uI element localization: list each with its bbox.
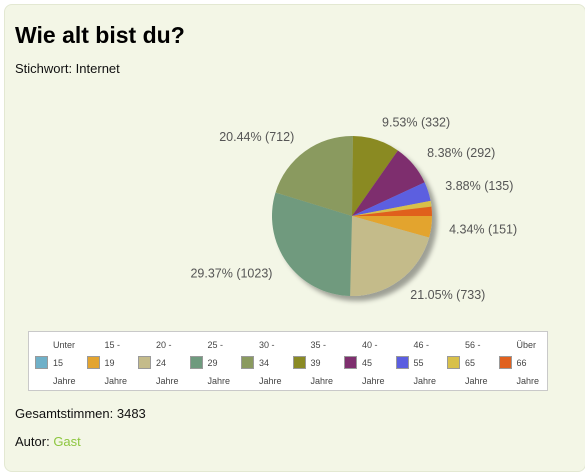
legend-range-end: 15 (53, 358, 64, 368)
legend-range-end: 34 (259, 358, 270, 368)
pie-slice-1 (350, 216, 430, 296)
legend-range-end: 55 (413, 358, 424, 368)
legend-range-end: 39 (310, 358, 321, 368)
legend-unit: Jahre (207, 376, 231, 386)
legend-item: 15 - 19 Jahre (83, 332, 135, 390)
legend-range-start: Über (516, 340, 537, 350)
pie-slice-4 (352, 136, 398, 216)
legend-range-end: 29 (207, 358, 218, 368)
legend-unit: Jahre (310, 376, 334, 386)
pie-slice-2 (272, 192, 352, 296)
page-title: Wie alt bist du? (15, 22, 185, 48)
legend-item: 56 - 65 Jahre (443, 332, 495, 390)
legend-range-start: 35 - (310, 340, 327, 350)
legend-range-end: 66 (516, 358, 527, 368)
legend-item: 25 - 29 Jahre (186, 332, 238, 390)
legend-range-start: 25 - (207, 340, 224, 350)
legend-item: Über 66 Jahre (495, 332, 547, 390)
legend-swatch (138, 356, 151, 369)
legend-unit: Jahre (362, 376, 385, 386)
pie-label-2: 29.37% (1023) (190, 266, 272, 280)
pie-label-0: 4.34% (151) (449, 222, 517, 236)
legend-unit: Jahre (413, 376, 437, 386)
pie-label-5: 8.38% (292) (427, 146, 495, 160)
legend-range-end: 19 (104, 358, 115, 368)
legend-item: 20 - 24 Jahre (134, 332, 186, 390)
legend-swatch (35, 356, 48, 369)
chart-legend: Unter 15 Jahre 15 - 19 Jahre 20 - 24 Jahre 25 - 29… (28, 331, 548, 391)
author-link[interactable]: Gast (53, 434, 81, 449)
author-line: Autor: Gast (15, 434, 81, 449)
legend-range-start: 15 - (104, 340, 121, 350)
legend-unit: Jahre (259, 376, 282, 386)
pie-label-4: 9.53% (332) (382, 116, 450, 130)
legend-unit: Jahre (156, 376, 179, 386)
legend-swatch (395, 356, 409, 369)
pie-slice-6 (352, 182, 431, 216)
legend-swatch (86, 356, 100, 369)
pie-slice-0 (352, 216, 432, 238)
legend-unit: Jahre (53, 376, 76, 386)
author-label: Autor: (15, 434, 50, 449)
pie-slice-8 (352, 206, 432, 216)
legend-item: 35 - 39 Jahre (289, 332, 341, 390)
legend-range-end: 65 (465, 358, 476, 368)
keyword-label: Stichwort: Internet (15, 61, 120, 76)
legend-swatch (189, 356, 203, 369)
legend-range-start: Unter (53, 340, 76, 350)
legend-item: Unter 15 Jahre (31, 332, 83, 390)
legend-range-start: 30 - (259, 340, 275, 350)
pie-chart: 4.34% (151) 21.05% (733) 29.37% (1023) 20.4… (190, 116, 517, 302)
legend-range-start: 40 - (362, 340, 378, 350)
legend-range-end: 24 (156, 358, 167, 368)
legend-item: 30 - 34 Jahre (237, 332, 289, 390)
legend-range-start: 20 - (156, 340, 172, 350)
total-votes: Gesamtstimmen: 3483 (15, 406, 146, 421)
legend-range-start: 46 - (413, 340, 430, 350)
legend-unit: Jahre (104, 376, 128, 386)
pie-slice-7 (352, 200, 432, 216)
legend-item: 46 - 55 Jahre (392, 332, 444, 390)
pie-label-1: 21.05% (733) (410, 288, 485, 302)
legend-swatch (241, 356, 254, 369)
pie-slice-5 (352, 150, 425, 216)
pie-label-3: 20.44% (712) (219, 130, 294, 144)
legend-swatch (498, 356, 512, 369)
pie-label-6: 3.88% (135) (445, 179, 513, 193)
legend-swatch (344, 356, 357, 369)
pie-slice-3 (275, 136, 353, 216)
legend-unit: Jahre (516, 376, 540, 386)
legend-swatch (447, 356, 460, 369)
legend-range-start: 56 - (465, 340, 481, 350)
legend-range-end: 45 (362, 358, 373, 368)
legend-item: 40 - 45 Jahre (340, 332, 392, 390)
legend-unit: Jahre (465, 376, 488, 386)
legend-swatch (292, 356, 306, 369)
